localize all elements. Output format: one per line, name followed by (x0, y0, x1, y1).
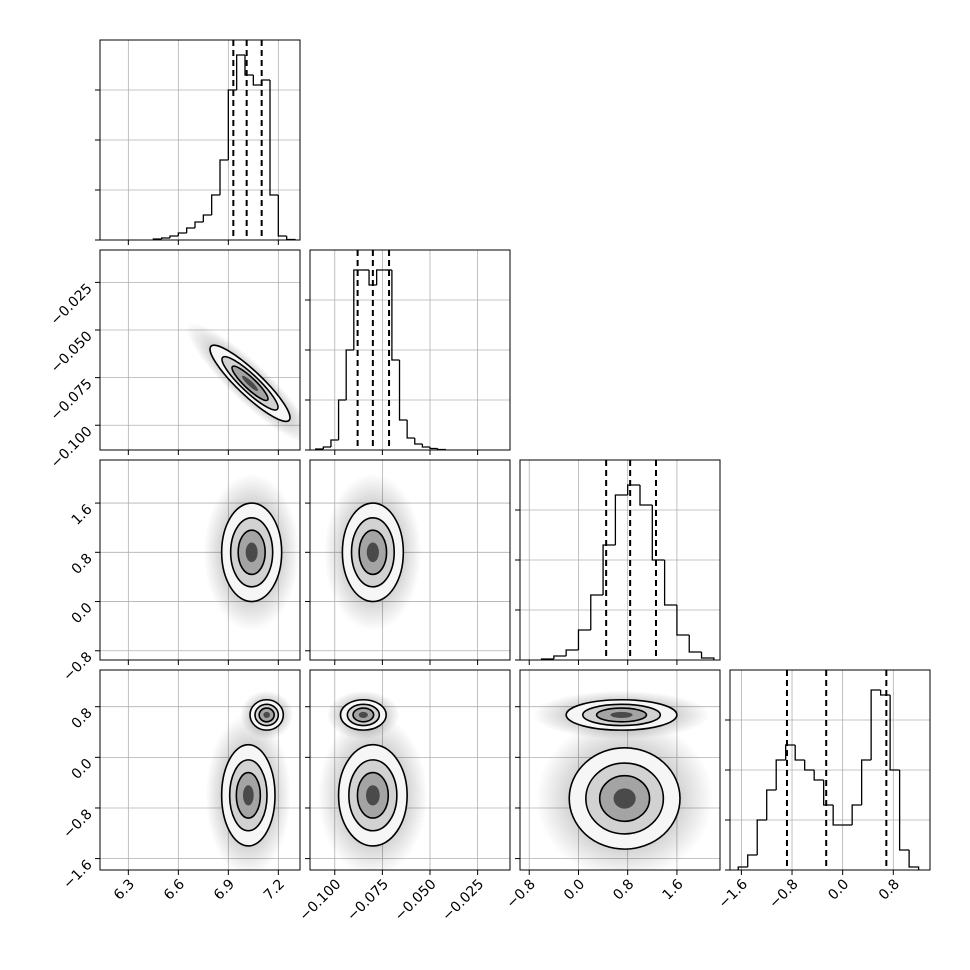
histogram-step (851, 804, 862, 825)
histogram-step (429, 447, 438, 450)
panel-frame (519, 459, 721, 661)
histogram-step (194, 221, 204, 228)
histogram-step (565, 649, 579, 656)
histogram-step (219, 159, 229, 195)
density-peak (366, 542, 379, 563)
histogram-step (322, 446, 331, 449)
histogram-step (651, 505, 665, 561)
plot-area (203, 473, 300, 632)
histogram-step (898, 770, 910, 851)
histogram-step (766, 789, 777, 820)
plot-area (318, 690, 428, 870)
histogram-step (337, 399, 347, 440)
histogram-step (345, 349, 354, 400)
histogram-step (577, 629, 591, 650)
histogram-step (406, 420, 415, 439)
plot-area (737, 670, 920, 870)
density-peak (358, 711, 368, 718)
panel-frame (309, 249, 511, 451)
histogram-step (688, 635, 702, 653)
panel-frame (309, 459, 511, 661)
panel (305, 249, 511, 455)
histogram-step (353, 269, 362, 350)
density-peak (245, 542, 258, 563)
plot-area (186, 322, 300, 445)
histogram-step (211, 194, 220, 215)
histogram-step (277, 195, 287, 237)
density-peak (613, 788, 636, 809)
histogram-step (236, 54, 245, 90)
histogram-step (639, 485, 653, 506)
panel (95, 39, 301, 245)
density-peak (243, 785, 254, 806)
histogram-step (252, 75, 262, 86)
histogram-step (676, 605, 690, 636)
histogram-step (244, 55, 254, 76)
histogram-step (756, 819, 767, 855)
density-peak (241, 375, 258, 391)
histogram-step (368, 270, 377, 286)
histogram-step (737, 866, 748, 870)
histogram-step (602, 544, 616, 595)
histogram-step (376, 269, 385, 285)
histogram-step (860, 759, 872, 805)
histogram-step (823, 780, 834, 806)
histogram-step (202, 214, 212, 222)
histogram-step (870, 689, 881, 760)
histogram-step (804, 760, 815, 771)
histogram-step (794, 745, 805, 761)
histogram-step (391, 270, 400, 361)
histogram-step (177, 232, 187, 236)
histogram-step (700, 652, 715, 660)
histogram-step (889, 695, 900, 771)
plot-area (324, 473, 422, 632)
plot-area (315, 250, 446, 450)
histogram-step (908, 850, 920, 870)
histogram-step (421, 444, 430, 448)
histogram-step (813, 770, 824, 781)
histogram-step (590, 594, 604, 630)
histogram-step (627, 484, 640, 495)
histogram-step (747, 854, 758, 867)
panel-frame (309, 669, 511, 871)
density-peak (263, 711, 270, 718)
density-peak (610, 711, 633, 718)
histogram-step (775, 759, 786, 790)
histogram-step (832, 805, 843, 826)
density-peak (366, 785, 380, 806)
panel: −0.80.00.81.6 (60, 459, 301, 684)
panel-frame (729, 669, 931, 871)
histogram-step (553, 655, 567, 659)
histogram-step (614, 494, 628, 545)
plot-area (205, 690, 294, 870)
histogram-step (269, 80, 279, 196)
plot-area (540, 460, 715, 660)
panel (515, 459, 721, 665)
panel-frame (99, 459, 301, 661)
histogram-step (330, 439, 339, 447)
histogram-step (414, 438, 423, 445)
histogram-step (785, 744, 796, 760)
panel (305, 459, 511, 665)
histogram-step (169, 235, 179, 238)
panel-frame (99, 669, 301, 871)
panel-frame (519, 669, 721, 871)
histogram-step (398, 360, 408, 421)
panel-frame (99, 249, 301, 451)
histogram-step (161, 237, 170, 239)
panel-frame (99, 39, 301, 241)
plot-area (532, 690, 714, 870)
histogram-step (663, 560, 677, 606)
histogram-step (186, 227, 195, 233)
plot-area (152, 40, 296, 240)
